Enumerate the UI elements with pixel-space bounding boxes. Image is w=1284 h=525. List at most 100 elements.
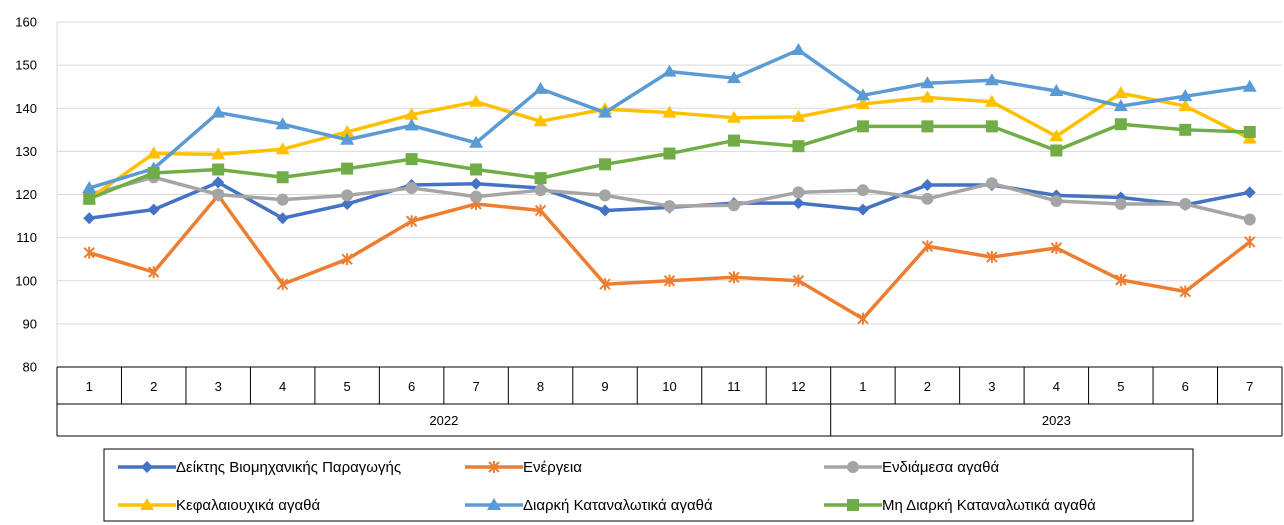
data-point: [83, 212, 96, 225]
data-point: [1113, 99, 1128, 112]
year-label: 2022: [429, 413, 458, 428]
data-point: [534, 172, 547, 185]
data-point: [341, 189, 354, 202]
x-tick-label: 3: [988, 379, 995, 394]
data-point: [1050, 144, 1063, 157]
data-point: [984, 94, 999, 107]
y-tick-label: 80: [23, 360, 37, 375]
x-tick-label: 1: [86, 379, 93, 394]
legend-item: Μη Διαρκή Καταναλωτικά αγαθά: [824, 497, 1096, 514]
data-point: [984, 73, 999, 86]
data-point: [727, 134, 740, 147]
data-point: [1243, 125, 1256, 138]
y-tick-label: 140: [15, 101, 37, 116]
data-point: [1243, 186, 1256, 199]
y-tick-label: 160: [15, 15, 37, 30]
data-point: [598, 105, 613, 118]
series-3: [83, 171, 1256, 226]
x-tick-label: 4: [1053, 379, 1060, 394]
data-point: [791, 43, 806, 56]
legend-label: Ενέργεια: [523, 459, 582, 476]
x-tick-label: 7: [1246, 379, 1253, 394]
data-point: [211, 105, 226, 118]
data-point: [470, 190, 483, 203]
legend-marker: [487, 498, 501, 510]
data-point: [470, 163, 483, 176]
x-tick-label: 5: [1117, 379, 1124, 394]
year-label: 2023: [1042, 413, 1071, 428]
data-point: [985, 120, 998, 133]
x-tick-label: 10: [662, 379, 676, 394]
legend-marker: [141, 461, 153, 473]
data-point: [791, 109, 806, 122]
data-point: [405, 215, 418, 228]
legend-label: Ενδιάμεσα αγαθά: [882, 459, 999, 476]
series-line: [88, 122, 1250, 201]
data-point: [1244, 235, 1256, 248]
data-point: [341, 253, 353, 266]
data-point: [599, 278, 611, 291]
y-tick-label: 150: [15, 58, 37, 73]
x-tick-label: 1: [859, 379, 866, 394]
data-point: [1113, 86, 1128, 99]
data-point: [1049, 129, 1064, 142]
legend-label: Μη Διαρκή Καταναλωτικά αγαθά: [882, 497, 1096, 514]
data-point: [83, 246, 95, 259]
data-point: [405, 153, 418, 166]
data-point: [921, 179, 934, 192]
data-point: [469, 94, 484, 107]
y-tick-label: 90: [23, 316, 37, 331]
data-point: [534, 184, 547, 197]
legend-item: Ενέργεια: [465, 459, 582, 476]
x-tick-label: 4: [279, 379, 286, 394]
data-point: [147, 166, 160, 179]
data-point: [147, 203, 160, 216]
data-point: [341, 162, 354, 175]
data-point: [1115, 273, 1127, 286]
data-point: [728, 271, 740, 284]
data-point: [726, 110, 741, 123]
data-point: [921, 192, 934, 205]
data-point: [920, 76, 935, 89]
data-point: [148, 266, 160, 279]
data-point: [276, 212, 289, 225]
legend-label: Διαρκή Καταναλωτικά αγαθά: [523, 497, 713, 514]
data-point: [599, 158, 612, 171]
data-point: [1050, 241, 1063, 254]
data-point: [986, 251, 998, 264]
data-point: [1179, 285, 1191, 298]
legend-item: Ενδιάμεσα αγαθά: [824, 459, 999, 476]
legend-label: Δείκτης Βιομηχανικής Παραγωγής: [176, 459, 401, 476]
data-point: [662, 64, 677, 77]
x-tick-label: 5: [344, 379, 351, 394]
data-point: [1242, 79, 1257, 92]
x-tick-label: 3: [215, 379, 222, 394]
data-point: [212, 163, 225, 176]
data-point: [663, 147, 676, 160]
series-4: [82, 86, 1257, 204]
data-point: [212, 188, 225, 201]
data-point: [792, 186, 805, 199]
data-point: [792, 197, 805, 210]
x-tick-label: 6: [408, 379, 415, 394]
legend-item: Δείκτης Βιομηχανικής Παραγωγής: [118, 459, 401, 476]
legend: Δείκτης Βιομηχανικής Παραγωγής Ενέργεια Εν…: [103, 448, 1194, 522]
data-point: [856, 120, 869, 133]
y-tick-label: 120: [15, 187, 37, 202]
data-point: [1179, 123, 1192, 136]
x-tick-label: 12: [791, 379, 805, 394]
data-point: [855, 96, 870, 109]
data-point: [1114, 197, 1127, 210]
data-point: [276, 193, 289, 206]
data-point: [727, 199, 740, 212]
data-point: [985, 177, 998, 190]
data-point: [792, 140, 805, 153]
y-tick-label: 100: [15, 273, 37, 288]
legend-item: Διαρκή Καταναλωτικά αγαθά: [465, 497, 713, 514]
y-tick-label: 130: [15, 144, 37, 159]
data-point: [663, 200, 676, 213]
data-point: [470, 177, 483, 190]
data-point: [599, 204, 612, 217]
legend-marker: [488, 461, 500, 473]
